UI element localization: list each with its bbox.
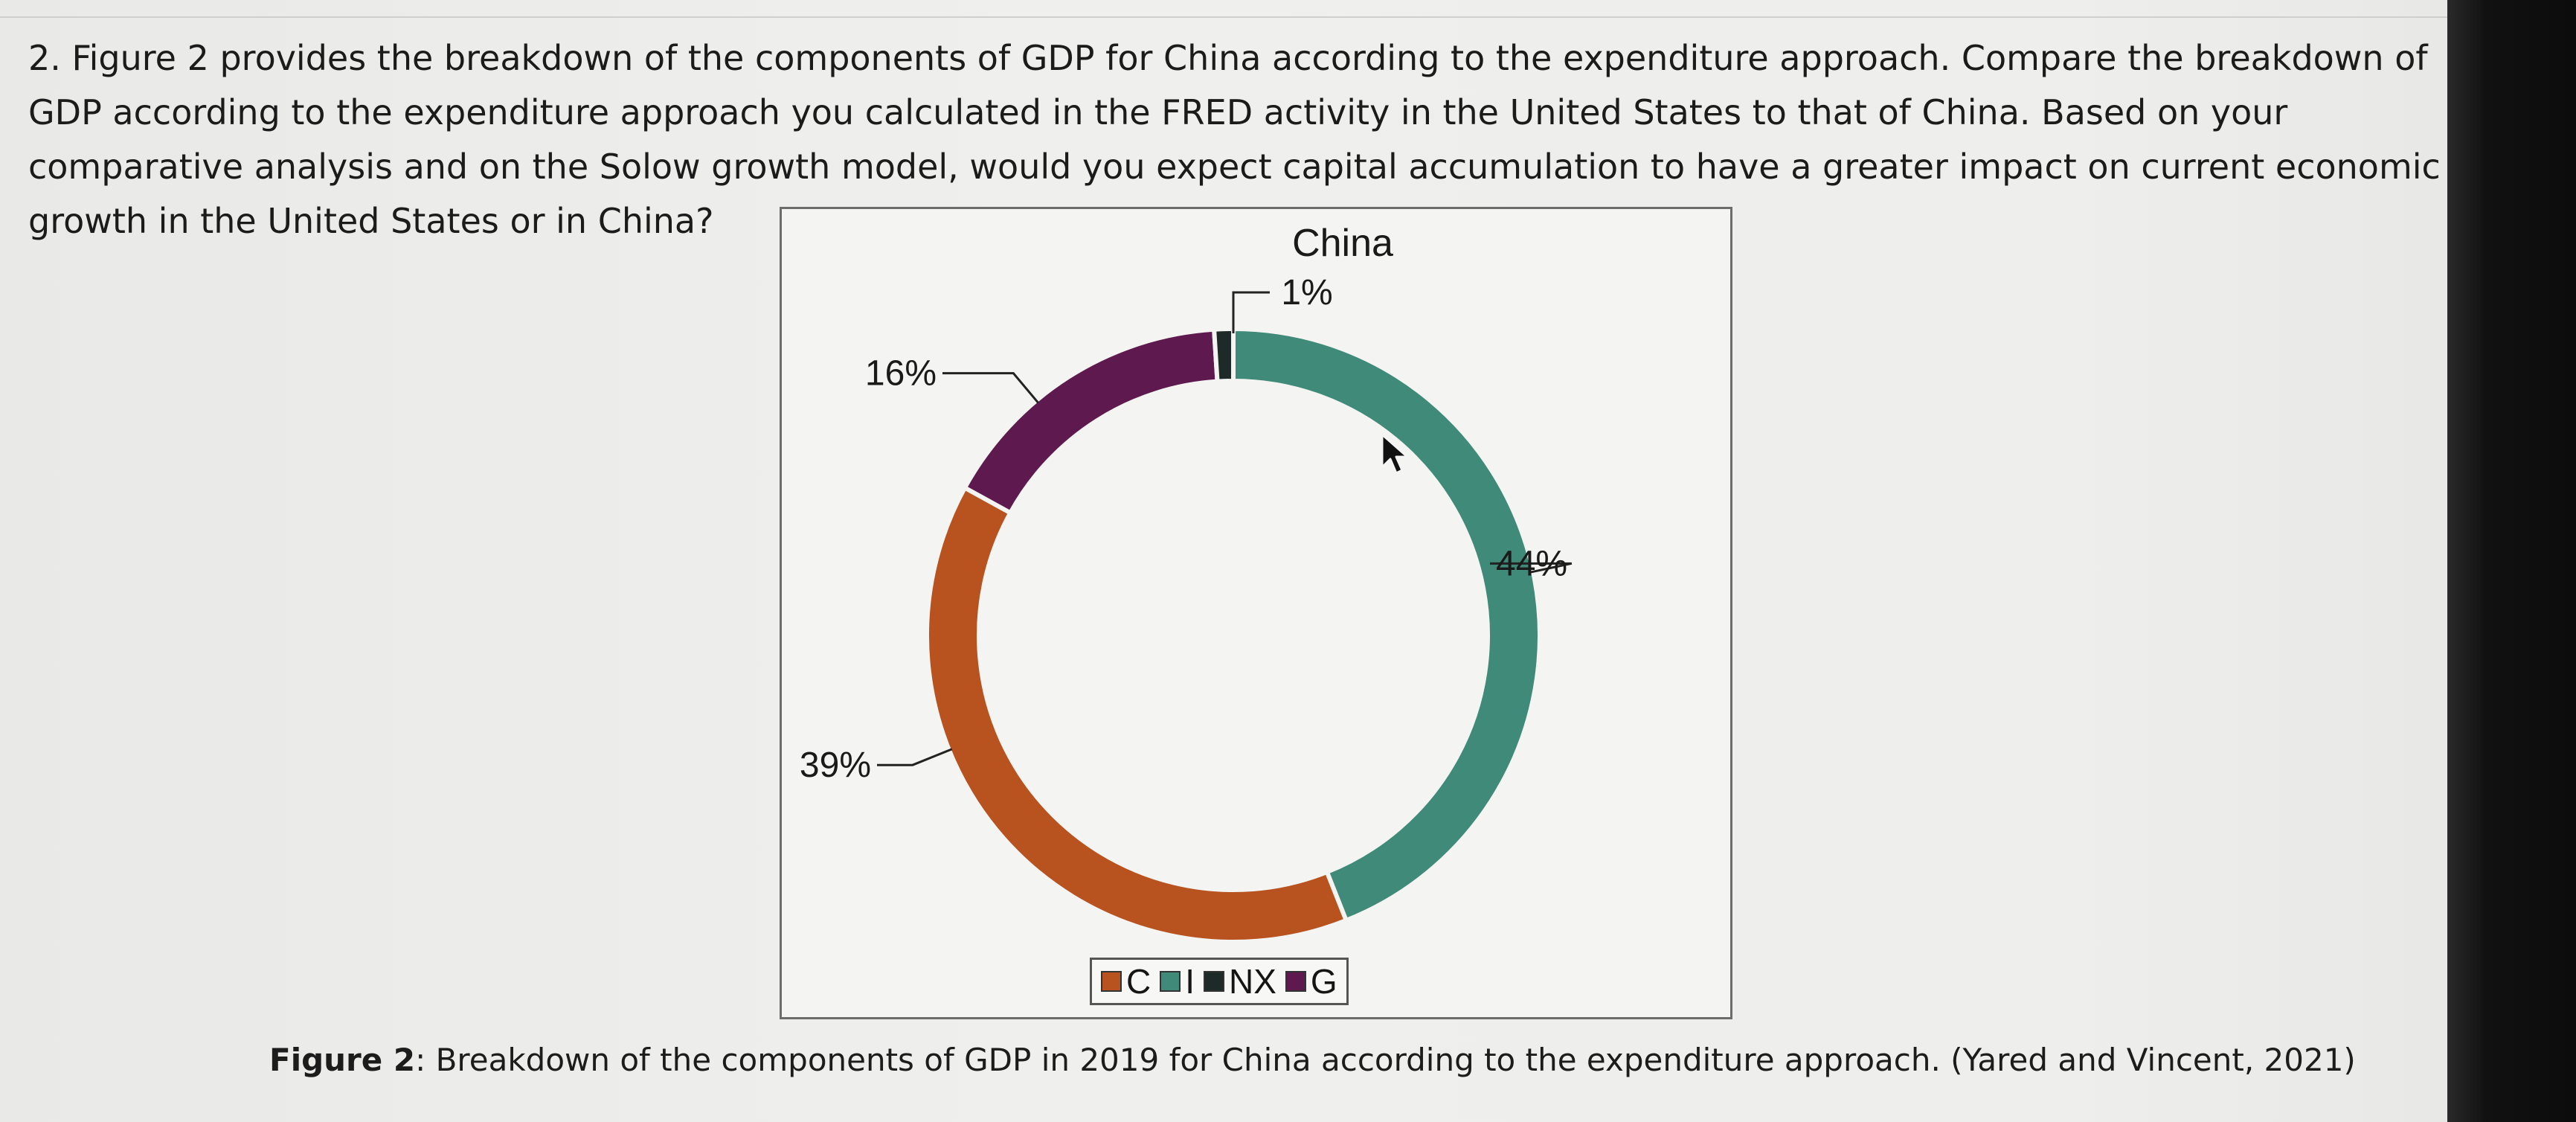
mouse-pointer-icon	[1381, 433, 1409, 475]
legend-swatch-c	[1101, 971, 1122, 992]
slice-label-i: 44%	[1496, 544, 1567, 583]
legend-label-g: G	[1310, 962, 1337, 1001]
legend-item-c: C	[1101, 961, 1151, 1001]
legend-swatch-g	[1285, 971, 1306, 992]
legend-item-i: I	[1160, 961, 1195, 1001]
leader-lines-group	[877, 291, 1573, 766]
legend-label-c: C	[1126, 962, 1152, 1001]
figure-caption-text: : Breakdown of the components of GDP in …	[415, 1042, 2356, 1078]
figure-caption: Figure 2: Breakdown of the components of…	[269, 1042, 2356, 1078]
leader-line-i	[1490, 562, 1573, 574]
leader-line-g	[942, 372, 1039, 404]
donut-slice-g	[961, 327, 1220, 516]
question-text: 2. Figure 2 provides the breakdown of th…	[28, 38, 2441, 241]
figure-caption-label: Figure 2	[269, 1042, 416, 1078]
donut-slice-i	[1231, 326, 1542, 923]
slices-group	[925, 326, 1542, 944]
chart-legend: C I NX G	[1090, 958, 1349, 1005]
legend-swatch-nx	[1204, 971, 1225, 992]
slice-label-g: 16%	[865, 354, 937, 394]
legend-label-i: I	[1185, 962, 1195, 1001]
monitor-bezel	[2447, 0, 2576, 1122]
top-divider	[0, 16, 2455, 18]
donut-slice-c	[925, 484, 1349, 944]
slice-labels-group: 39% 44% 1% 16%	[800, 273, 1567, 785]
legend-swatch-i	[1160, 971, 1181, 992]
legend-item-nx: NX	[1204, 961, 1276, 1001]
donut-slice-nx	[1211, 326, 1236, 384]
chart-title: China	[1292, 222, 1393, 265]
donut-chart: China 39% 44% 1% 16%	[800, 222, 1573, 944]
legend-label-nx: NX	[1229, 962, 1276, 1001]
slice-label-c: 39%	[800, 746, 871, 785]
figure-2-chart: China 39% 44% 1% 16% C I NX G	[780, 207, 1732, 1019]
leader-line-nx	[1232, 291, 1270, 333]
legend-item-g: G	[1285, 961, 1337, 1001]
slice-label-nx: 1%	[1281, 273, 1332, 312]
leader-line-c	[877, 748, 953, 766]
